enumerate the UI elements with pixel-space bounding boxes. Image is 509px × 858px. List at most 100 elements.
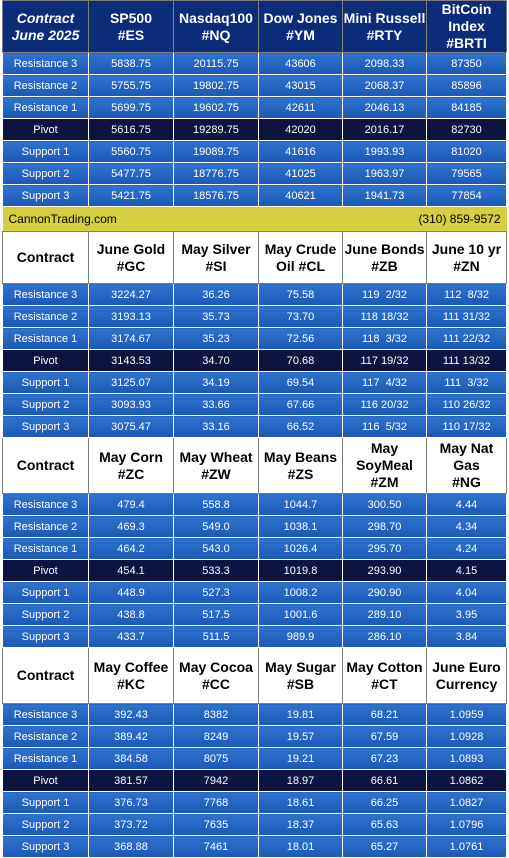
value-cell: 112 8/32 — [426, 283, 507, 306]
value-cell: 33.66 — [173, 393, 259, 416]
value-cell: 110 26/32 — [426, 393, 507, 416]
value-cell: 8249 — [173, 725, 259, 748]
value-cell: 65.63 — [342, 813, 427, 836]
value-cell: 286.10 — [342, 625, 427, 648]
website-link[interactable]: CannonTrading.com — [2, 206, 259, 232]
value-cell: 66.25 — [342, 791, 427, 814]
value-cell: 67.66 — [258, 393, 343, 416]
value-cell: 35.73 — [173, 305, 259, 328]
value-cell: 3.95 — [426, 603, 507, 626]
contact-bar: CannonTrading.com (310) 859-9572 — [2, 206, 507, 232]
value-cell: 42020 — [258, 118, 343, 141]
corner-label: Contract — [16, 457, 75, 473]
value-cell: 35.23 — [173, 327, 259, 350]
value-cell: 1.0827 — [426, 791, 507, 814]
level-row: Support 2 5477.75 18776.75 41025 1963.97 7956… — [2, 162, 507, 185]
column-header: May SoyMeal #ZM — [342, 437, 427, 494]
value-cell: 1.0959 — [426, 703, 507, 726]
value-cell: 7635 — [173, 813, 259, 836]
pivot-row: Pivot 381.57 7942 18.97 66.61 1.0862 — [2, 769, 507, 792]
value-cell: 7461 — [173, 835, 259, 858]
value-cell: 290.90 — [342, 581, 427, 604]
column-header: May Beans #ZS — [258, 437, 343, 494]
value-cell: 77854 — [426, 184, 507, 207]
value-cell: 2098.33 — [342, 52, 427, 75]
value-cell: 376.73 — [88, 791, 174, 814]
section-header-row: Contract May Coffee #KC May Cocoa #CC May … — [2, 647, 507, 704]
value-cell: 8075 — [173, 747, 259, 770]
value-cell: 40621 — [258, 184, 343, 207]
value-cell: 543.0 — [173, 537, 259, 560]
value-cell: 298.70 — [342, 515, 427, 538]
value-cell: 116 5/32 — [342, 415, 427, 438]
value-cell: 3093.93 — [88, 393, 174, 416]
level-row: Resistance 2 5755.75 19802.75 43015 2068.37 8… — [2, 74, 507, 97]
value-cell: 110 17/32 — [426, 415, 507, 438]
row-label: Support 1 — [2, 371, 89, 394]
column-header: June 10 yr #ZN — [426, 231, 507, 284]
column-header: May Silver #SI — [173, 231, 259, 284]
level-row: Support 2 373.72 7635 18.37 65.63 1.0796 — [2, 813, 507, 836]
value-cell: 448.9 — [88, 581, 174, 604]
value-cell: 469.3 — [88, 515, 174, 538]
row-label: Resistance 3 — [2, 283, 89, 306]
row-label: Support 1 — [2, 791, 89, 814]
value-cell: 4.34 — [426, 515, 507, 538]
column-header: June Euro Currency — [426, 647, 507, 704]
level-row: Resistance 1 3174.67 35.23 72.56 118 3/32 111… — [2, 327, 507, 350]
value-cell: 111 3/32 — [426, 371, 507, 394]
section-header-row: Contract June Gold #GC May Silver #SI May … — [2, 231, 507, 284]
value-cell: 85896 — [426, 74, 507, 97]
row-label: Resistance 3 — [2, 493, 89, 516]
value-cell: 82730 — [426, 118, 507, 141]
value-cell: 41025 — [258, 162, 343, 185]
row-label: Resistance 1 — [2, 96, 89, 119]
row-label: Support 2 — [2, 393, 89, 416]
value-cell: 5616.75 — [88, 118, 174, 141]
value-cell: 527.3 — [173, 581, 259, 604]
value-cell: 34.19 — [173, 371, 259, 394]
column-header: Nasdaq100 #NQ — [173, 0, 259, 53]
value-cell: 42611 — [258, 96, 343, 119]
level-row: Support 3 433.7 511.5 989.9 286.10 3.84 — [2, 625, 507, 648]
corner-cell: Contract — [2, 647, 89, 704]
value-cell: 5560.75 — [88, 140, 174, 163]
value-cell: 68.21 — [342, 703, 427, 726]
value-cell: 87350 — [426, 52, 507, 75]
value-cell: 454.1 — [88, 559, 174, 582]
value-cell: 19.21 — [258, 747, 343, 770]
value-cell: 7768 — [173, 791, 259, 814]
value-cell: 1008.2 — [258, 581, 343, 604]
value-cell: 5699.75 — [88, 96, 174, 119]
row-label: Support 1 — [2, 581, 89, 604]
row-label: Resistance 2 — [2, 74, 89, 97]
value-cell: 72.56 — [258, 327, 343, 350]
level-row: Support 1 5560.75 19089.75 41616 1993.93 8102… — [2, 140, 507, 163]
value-cell: 2068.37 — [342, 74, 427, 97]
value-cell: 1963.97 — [342, 162, 427, 185]
section-header-row: Contract May Corn #ZC May Wheat #ZW May Be… — [2, 437, 507, 494]
value-cell: 70.68 — [258, 349, 343, 372]
row-label: Pivot — [2, 118, 89, 141]
corner-cell: Contract — [2, 231, 89, 284]
value-cell: 1.0862 — [426, 769, 507, 792]
section-header-row: Contract June 2025 SP500 #ES Nasdaq100 #NQ… — [2, 0, 507, 53]
level-row: Resistance 1 384.58 8075 19.21 67.23 1.0893 — [2, 747, 507, 770]
value-cell: 3.84 — [426, 625, 507, 648]
value-cell: 5477.75 — [88, 162, 174, 185]
value-cell: 116 20/32 — [342, 393, 427, 416]
column-header: June Bonds #ZB — [342, 231, 427, 284]
value-cell: 295.70 — [342, 537, 427, 560]
value-cell: 5421.75 — [88, 184, 174, 207]
value-cell: 3224.27 — [88, 283, 174, 306]
value-cell: 33.16 — [173, 415, 259, 438]
level-row: Support 3 3075.47 33.16 66.52 116 5/32 110 17… — [2, 415, 507, 438]
value-cell: 75.58 — [258, 283, 343, 306]
value-cell: 1038.1 — [258, 515, 343, 538]
value-cell: 81020 — [426, 140, 507, 163]
value-cell: 43015 — [258, 74, 343, 97]
value-cell: 1019.8 — [258, 559, 343, 582]
value-cell: 3075.47 — [88, 415, 174, 438]
value-cell: 5838.75 — [88, 52, 174, 75]
value-cell: 1.0761 — [426, 835, 507, 858]
